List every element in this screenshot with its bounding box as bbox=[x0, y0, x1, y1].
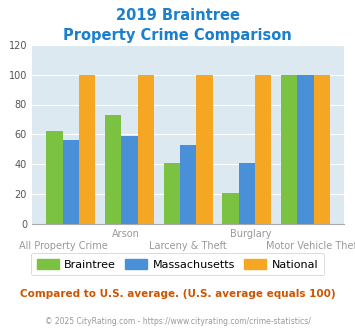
Bar bbox=[105, 115, 121, 224]
Text: © 2025 CityRating.com - https://www.cityrating.com/crime-statistics/: © 2025 CityRating.com - https://www.city… bbox=[45, 317, 310, 326]
Text: Property Crime Comparison: Property Crime Comparison bbox=[63, 28, 292, 43]
Bar bbox=[79, 75, 95, 224]
Bar bbox=[121, 136, 138, 224]
Text: Burglary: Burglary bbox=[230, 229, 271, 239]
Text: Arson: Arson bbox=[112, 229, 140, 239]
Text: All Property Crime: All Property Crime bbox=[19, 241, 108, 251]
Bar bbox=[180, 145, 196, 224]
Bar bbox=[314, 75, 330, 224]
Bar bbox=[196, 75, 213, 224]
Bar bbox=[46, 131, 62, 224]
Bar bbox=[62, 141, 79, 224]
Bar bbox=[297, 75, 314, 224]
Text: Motor Vehicle Theft: Motor Vehicle Theft bbox=[266, 241, 355, 251]
Text: 2019 Braintree: 2019 Braintree bbox=[115, 8, 240, 23]
Bar bbox=[255, 75, 272, 224]
Legend: Braintree, Massachusetts, National: Braintree, Massachusetts, National bbox=[31, 253, 324, 275]
Bar bbox=[281, 75, 297, 224]
Text: Compared to U.S. average. (U.S. average equals 100): Compared to U.S. average. (U.S. average … bbox=[20, 289, 335, 299]
Text: Larceny & Theft: Larceny & Theft bbox=[149, 241, 227, 251]
Bar bbox=[239, 163, 255, 224]
Bar bbox=[222, 193, 239, 224]
Bar bbox=[138, 75, 154, 224]
Bar bbox=[164, 163, 180, 224]
